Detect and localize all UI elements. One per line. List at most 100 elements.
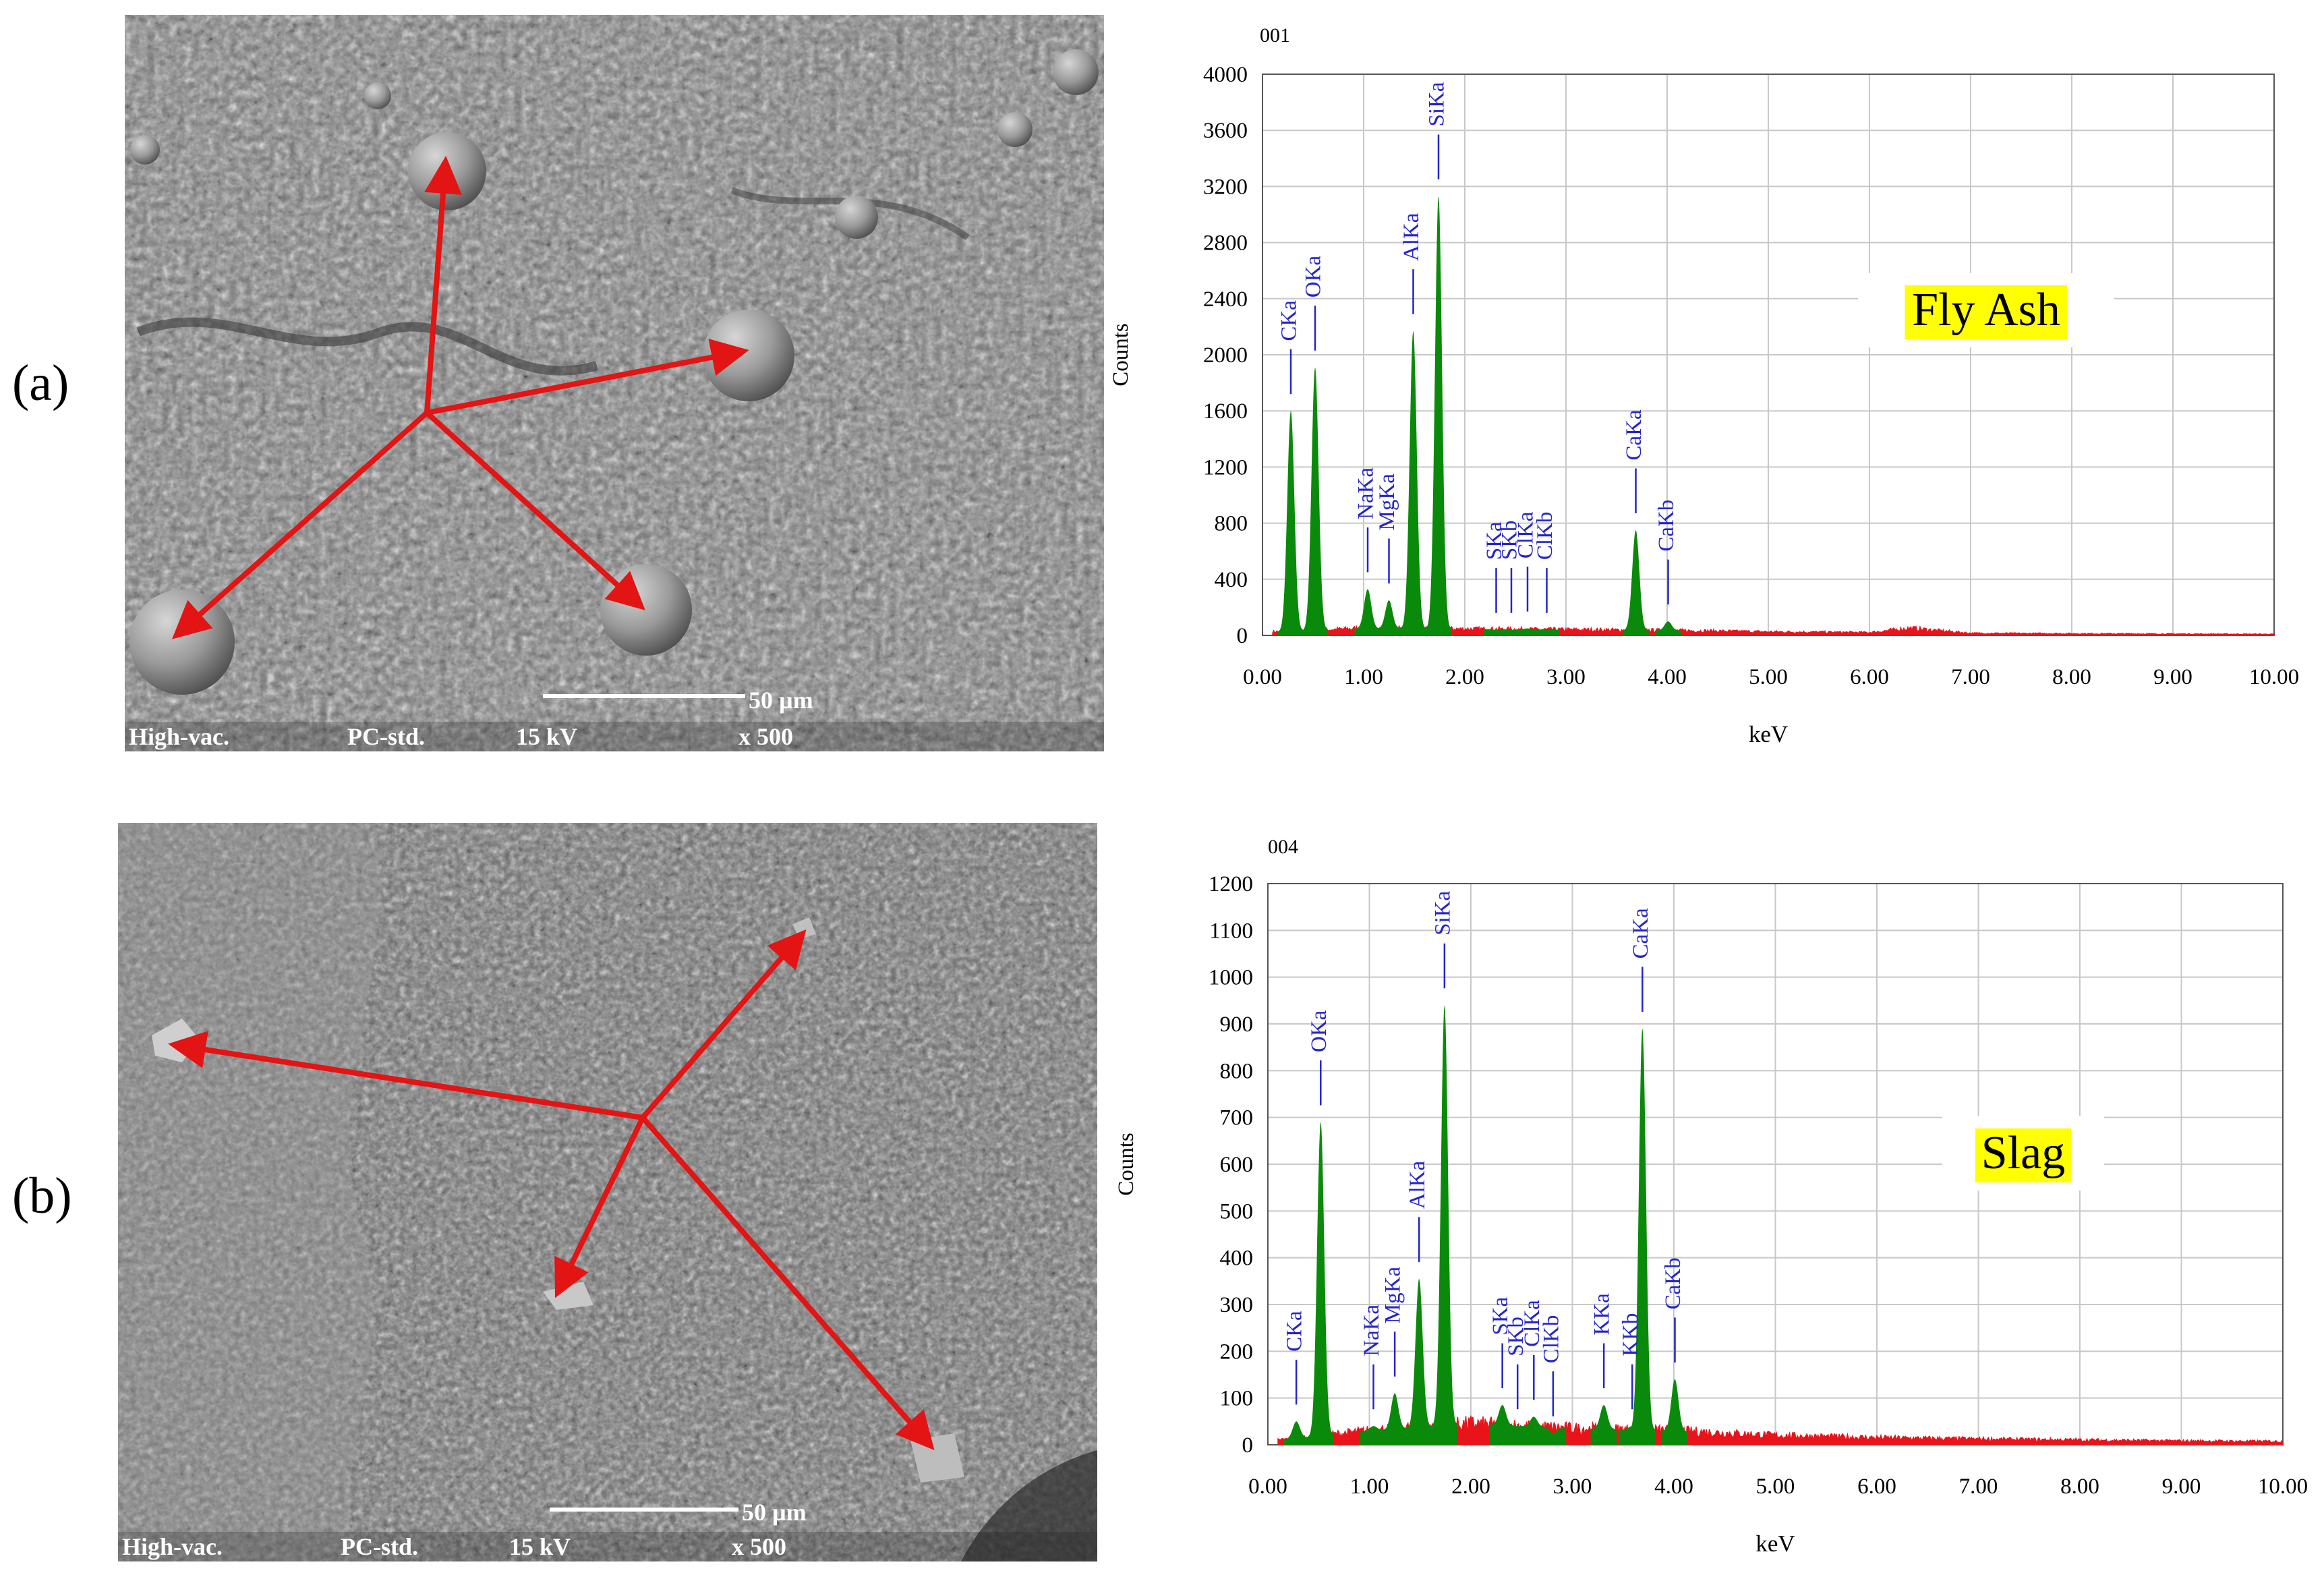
- y-tick-label: 2000: [1203, 343, 1248, 368]
- background-spectrum: [1277, 1414, 2284, 1445]
- sem-magnification: x 500: [738, 723, 793, 750]
- sem-voltage: 15 kV: [509, 1533, 571, 1560]
- chart-title: Fly Ash: [1912, 284, 2060, 336]
- y-tick-label: 4000: [1203, 63, 1248, 87]
- fly-ash-sphere: [130, 135, 160, 165]
- x-tick-label: 4.00: [1648, 665, 1687, 689]
- fly-ash-sphere: [997, 112, 1033, 147]
- y-tick-label: 400: [1220, 1246, 1254, 1271]
- sem-image-slag-svg: 50 µm High-vac. PC-std. 15 kV x 500: [118, 823, 1097, 1561]
- sem-voltage: 15 kV: [516, 723, 577, 750]
- peak-CKa: [1277, 411, 1304, 635]
- peak-CKa: [1283, 1421, 1310, 1445]
- peak-SKa: [1483, 629, 1509, 635]
- eds-chart-004: 004 0 100 200 300 400 500 600 700 800 900 1000 1100 1…: [1114, 836, 2308, 1557]
- x-tick-label: 3.00: [1553, 1474, 1592, 1499]
- sem-magnification: x 500: [732, 1533, 786, 1560]
- panel-label-b: (b): [12, 1168, 72, 1224]
- plot-frame: [1262, 74, 2275, 636]
- y-tick-label: 0: [1237, 624, 1248, 648]
- y-tick-label: 0: [1242, 1433, 1254, 1458]
- x-tick-label: 6.00: [1857, 1474, 1896, 1499]
- peak-OKa: [1307, 1122, 1334, 1445]
- y-tick-label: 300: [1220, 1293, 1254, 1317]
- peak-ClKa: [1514, 628, 1541, 635]
- x-tick-label: 3.00: [1546, 665, 1586, 689]
- peak-SKa: [1489, 1405, 1516, 1445]
- x-axis-label: keV: [1755, 1530, 1795, 1557]
- scale-bar-label: 50 µm: [742, 1499, 807, 1526]
- arrow-annotation: [425, 411, 645, 610]
- peak-label: NaKa: [1360, 1304, 1384, 1356]
- peak-label: MgKa: [1381, 1267, 1405, 1324]
- x-tick-label: 0.00: [1243, 665, 1282, 689]
- peak-MgKa: [1381, 1393, 1408, 1445]
- arrow-annotation: [168, 1031, 643, 1120]
- peak-label: OKa: [1302, 256, 1326, 298]
- peak-label: MgKa: [1375, 474, 1399, 531]
- peak-label: SKa: [1488, 1296, 1513, 1335]
- y-tick-label: 600: [1220, 1153, 1254, 1177]
- y-axis-label: Counts: [1114, 1132, 1138, 1196]
- peak-label: AlKa: [1405, 1161, 1430, 1209]
- peak-label: CaKb: [1661, 1257, 1685, 1309]
- background-spectrum: [1272, 624, 2275, 636]
- sem-preset: PC-std.: [341, 1533, 418, 1560]
- x-tick-label: 7.00: [1951, 665, 1990, 689]
- arrow-annotation: [554, 1116, 645, 1298]
- peak-CaKb: [1661, 1379, 1689, 1445]
- peak-NaKa: [1360, 1426, 1387, 1445]
- x-tick-label: 1.00: [1344, 665, 1383, 689]
- fly-ash-sphere: [364, 82, 391, 109]
- peak-AlKa: [1400, 331, 1426, 635]
- x-tick-label: 5.00: [1749, 665, 1788, 689]
- legend-box: [1858, 273, 2114, 347]
- x-tick-label: 9.00: [2153, 665, 2192, 689]
- fly-ash-sphere: [129, 590, 235, 695]
- peak-CaKa: [1623, 530, 1649, 635]
- peak-label: NaKa: [1354, 467, 1378, 519]
- peak-MgKa: [1376, 600, 1402, 635]
- title-highlight: [1905, 285, 2068, 339]
- peak-label: SiKa: [1425, 82, 1449, 126]
- y-tick-label: 1200: [1209, 872, 1253, 896]
- peak-label: ClKa: [1520, 1300, 1544, 1347]
- x-tick-label: 6.00: [1850, 665, 1889, 689]
- sem-image-fly-ash: 50 µm High-vac. PC-std. 15 kV x 500: [125, 15, 1104, 751]
- chart-title: Slag: [1981, 1127, 2065, 1179]
- spectrum-id: 001: [1260, 24, 1290, 47]
- sem-mode: High-vac.: [129, 723, 229, 750]
- x-tick-label: 5.00: [1756, 1474, 1795, 1499]
- eds-chart-001: 001 0 400 800 1200 1600 2000 2400 2800 3200 3600 40…: [1109, 24, 2299, 747]
- y-tick-label: 1200: [1203, 455, 1248, 480]
- spectrum-id: 004: [1268, 836, 1298, 858]
- panel-label-a: (a): [12, 355, 69, 411]
- peak-ClKa: [1520, 1416, 1547, 1445]
- x-tick-label: 8.00: [2052, 665, 2091, 689]
- peak-label: SKb: [1498, 520, 1522, 560]
- sem-image-slag: 50 µm High-vac. PC-std. 15 kV x 500: [118, 823, 1097, 1561]
- peak-label: OKa: [1307, 1010, 1331, 1052]
- peak-CaKa: [1629, 1029, 1656, 1445]
- peak-SKb: [1498, 629, 1525, 635]
- fly-ash-sphere: [835, 196, 878, 239]
- peak-label: ClKb: [1533, 512, 1557, 561]
- arrow-annotation: [172, 411, 429, 639]
- peak-label: CaKa: [1622, 409, 1646, 460]
- x-tick-label: 1.00: [1350, 1474, 1389, 1499]
- x-axis-label: keV: [1749, 721, 1788, 747]
- x-tick-label: 10.00: [2258, 1474, 2308, 1499]
- peak-NaKa: [1354, 589, 1381, 635]
- peak-label: CKa: [1283, 1311, 1307, 1352]
- peak-ClKb: [1540, 1427, 1567, 1445]
- y-tick-label: 400: [1215, 568, 1248, 592]
- peak-KKa: [1590, 1405, 1617, 1445]
- x-tick-label: 10.00: [2249, 665, 2299, 689]
- peak-label: SKb: [1504, 1317, 1528, 1356]
- y-tick-label: 3200: [1203, 175, 1248, 199]
- peak-label: CaKa: [1629, 908, 1653, 958]
- x-tick-label: 4.00: [1654, 1474, 1693, 1499]
- peak-label: SKa: [1482, 521, 1507, 560]
- peak-label: KKb: [1619, 1313, 1643, 1356]
- y-tick-label: 3600: [1203, 119, 1248, 143]
